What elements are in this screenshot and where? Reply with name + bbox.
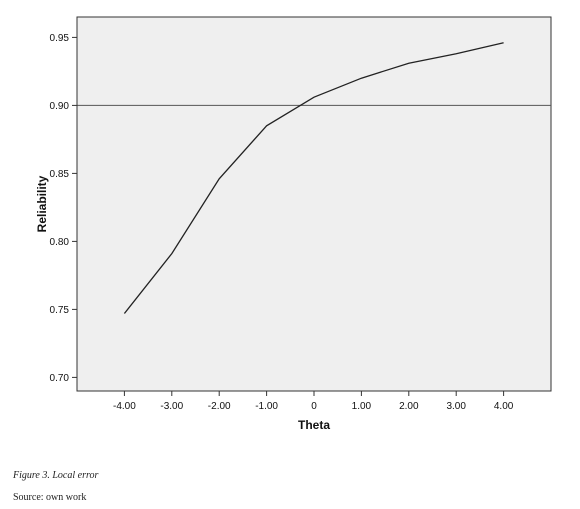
y-tick-label: 0.90	[50, 101, 70, 112]
y-axis-ticks: 0.70 0.75 0.80 0.85 0.90 0.95	[50, 33, 77, 384]
source-note: Source: own work	[13, 492, 87, 503]
y-axis-title: Reliability	[35, 175, 49, 232]
chart: 0.70 0.75 0.80 0.85 0.90 0.95 -4.00 -3.00 -2.00…	[35, 16, 552, 432]
y-tick-label: 0.80	[50, 237, 70, 248]
x-tick-label: -1.00	[255, 401, 278, 412]
y-tick-label: 0.85	[50, 169, 70, 180]
x-tick-label: -2.00	[208, 401, 231, 412]
y-tick-label: 0.70	[50, 373, 70, 384]
figure-caption: Figure 3. Local error	[13, 470, 99, 481]
x-tick-label: 1.00	[352, 401, 372, 412]
y-tick-label: 0.95	[50, 33, 70, 44]
x-axis-title: Theta	[298, 418, 330, 432]
plot-area	[76, 16, 552, 392]
series-line-reliability	[123, 42, 504, 314]
x-tick-label: 0	[311, 401, 317, 412]
x-tick-label: 2.00	[399, 401, 419, 412]
x-axis-ticks: -4.00 -3.00 -2.00 -1.00 0 1.00 2.00 3.00 4.00	[113, 391, 514, 412]
x-tick-label: 3.00	[446, 401, 466, 412]
y-tick-label: 0.75	[50, 305, 70, 316]
x-tick-label: 4.00	[494, 401, 514, 412]
x-tick-label: -4.00	[113, 401, 136, 412]
x-tick-label: -3.00	[160, 401, 183, 412]
